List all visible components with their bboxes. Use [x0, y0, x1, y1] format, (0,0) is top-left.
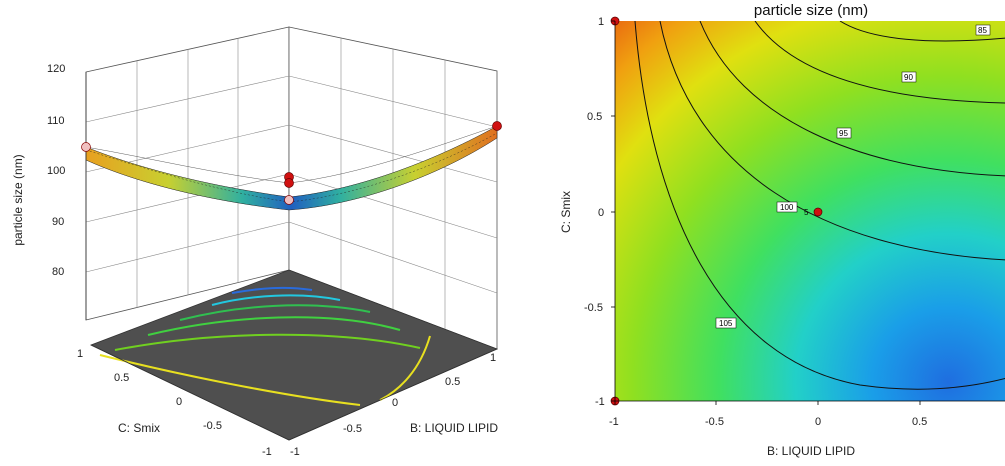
x-tick: 0 — [815, 416, 821, 428]
smix-ticks: 1 0.5 0 -0.5 -1 — [77, 348, 272, 458]
lipid-tick: 0 — [392, 397, 398, 409]
z-tick: 100 — [47, 165, 65, 177]
contour-line-105 — [634, 21, 1005, 390]
x-tick: 0.5 — [912, 416, 927, 428]
z-tick: 120 — [47, 63, 65, 75]
center-point — [813, 207, 823, 217]
lipid-tick: 0.5 — [445, 376, 460, 388]
z-axis-label: particle size (nm) — [11, 154, 25, 245]
contour-label: 90 — [904, 73, 913, 82]
contour-x-label: B: LIQUID LIPID — [767, 444, 855, 458]
contour-field — [615, 21, 1005, 401]
z-tick: 90 — [52, 216, 64, 228]
contour-line-95 — [699, 21, 1005, 177]
y-tick: 1 — [598, 16, 604, 28]
lipid-axis-label: B: LIQUID LIPID — [410, 421, 498, 435]
contour-lines — [634, 21, 1005, 390]
z-ticks: 80 90 100 110 120 — [47, 63, 65, 278]
contour-line-90 — [754, 21, 1005, 104]
contour-label: 100 — [780, 203, 794, 212]
contour-line-100 — [659, 21, 1005, 261]
contour-title: particle size (nm) — [754, 2, 868, 19]
y-tick: 0.5 — [587, 111, 602, 123]
contour-axes — [611, 20, 1005, 405]
contour-plot: 85 90 95 100 105 5 — [559, 2, 1005, 458]
lipid-tick: -0.5 — [343, 423, 362, 435]
x-tick: -0.5 — [705, 416, 724, 428]
y-tick: -1 — [595, 396, 605, 408]
contour-x-ticks: -1 -0.5 0 0.5 — [609, 416, 927, 428]
frame-front — [85, 72, 498, 441]
smix-axis-label: C: Smix — [118, 421, 160, 435]
contour-y-ticks: 1 0.5 0 -0.5 -1 — [584, 16, 605, 408]
contour-label: 85 — [978, 26, 987, 35]
lipid-tick: 1 — [490, 352, 496, 364]
smix-tick: 0.5 — [114, 372, 129, 384]
contour-label: 95 — [839, 129, 848, 138]
design-point — [284, 178, 294, 188]
contour-y-label: C: Smix — [559, 191, 573, 233]
smix-tick: 1 — [77, 348, 83, 360]
z-tick: 110 — [47, 115, 65, 127]
lipid-tick: -1 — [290, 446, 300, 458]
floor-contours — [99, 286, 431, 406]
contour-labels: 85 90 95 100 105 — [715, 24, 991, 329]
floor — [89, 269, 499, 441]
design-point — [81, 142, 91, 152]
center-point-label: 5 — [804, 208, 809, 217]
design-point — [492, 121, 502, 131]
design-point — [284, 195, 294, 205]
surface-plot: 80 90 100 110 120 particle size (nm) 1 0… — [11, 26, 502, 458]
smix-tick: 0 — [176, 396, 182, 408]
contour-label: 105 — [719, 319, 733, 328]
contour-line-85 — [839, 21, 1005, 42]
z-tick: 80 — [52, 266, 64, 278]
lipid-ticks: -1 -0.5 0 0.5 1 — [290, 352, 496, 458]
smix-tick: -1 — [262, 446, 272, 458]
x-tick: -1 — [609, 416, 619, 428]
y-tick: -0.5 — [584, 302, 603, 314]
smix-tick: -0.5 — [203, 420, 222, 432]
y-tick: 0 — [598, 207, 604, 219]
